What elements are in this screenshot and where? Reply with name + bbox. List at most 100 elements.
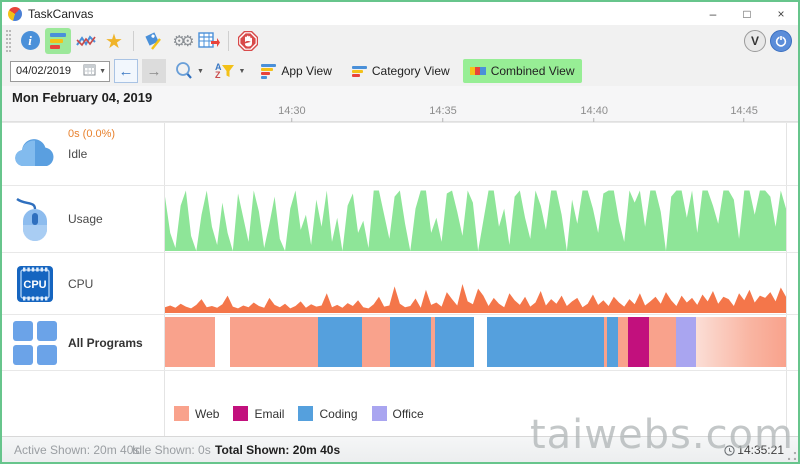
app-view-label: App View	[281, 64, 332, 78]
forward-arrow-icon: →	[146, 62, 162, 80]
tags-button[interactable]	[140, 28, 166, 54]
tag-edit-icon	[145, 31, 161, 50]
date-header: Mon February 04, 2019 14:30 14:35 14:40 14:…	[2, 86, 798, 122]
gears-icon: ⚙⚙	[172, 31, 195, 50]
titlebar[interactable]: TaskCanvas – □ ×	[2, 2, 798, 25]
program-segment-email[interactable]	[628, 317, 650, 367]
star-icon: ★	[105, 28, 123, 53]
combined-view-button[interactable]: Combined View	[462, 59, 582, 83]
idle-shown-status: Idle Shown: 0s	[132, 443, 211, 457]
idle-sidebar-cell[interactable]: 0s (0.0%) Idle	[2, 123, 165, 185]
category-view-icon	[351, 65, 367, 77]
timeline-tick-label: 14:40	[580, 105, 608, 117]
category-view-button[interactable]: Category View	[345, 59, 457, 83]
programs-chart-area[interactable]	[165, 315, 787, 370]
row-cpu[interactable]: CPU CPU	[2, 252, 798, 314]
program-segment-coding[interactable]	[389, 317, 431, 367]
sort-dropdown-caret-icon[interactable]: ▼	[238, 67, 246, 75]
app-logo-pie-icon	[8, 6, 22, 21]
usage-sidebar-cell[interactable]: Usage	[2, 186, 165, 252]
legend-swatch-email	[233, 406, 249, 421]
search-dropdown-caret-icon[interactable]: ▼	[197, 67, 204, 75]
legend-swatch-office	[371, 406, 387, 421]
legend-item-email: Email	[233, 406, 284, 421]
program-segment-web[interactable]	[618, 317, 629, 367]
toolbar-separator	[228, 30, 229, 51]
status-bar: Active Shown: 20m 40s Idle Shown: 0s Tot…	[2, 436, 798, 462]
usage-chart-area[interactable]	[165, 186, 787, 252]
resize-grip[interactable]	[788, 452, 796, 460]
back-arrow-icon: ←	[118, 62, 134, 80]
clock-value: 14:35:21	[737, 443, 784, 457]
program-segment-web[interactable]	[649, 317, 677, 367]
program-segment-web[interactable]	[362, 317, 390, 367]
previous-day-button[interactable]: ←	[114, 59, 138, 83]
search-button[interactable]: ▼	[174, 61, 207, 81]
maximize-button[interactable]: □	[743, 6, 751, 21]
app-view-button[interactable]: App View	[254, 59, 338, 83]
favorites-button[interactable]: ★	[101, 28, 127, 54]
next-day-button[interactable]: →	[142, 59, 166, 83]
program-segment-office[interactable]	[676, 317, 696, 367]
program-segment-coding[interactable]	[317, 317, 363, 367]
row-usage[interactable]: Usage	[2, 185, 798, 252]
timeline-tick-mark	[291, 118, 293, 122]
cpu-sidebar-cell[interactable]: CPU CPU	[2, 253, 165, 314]
timeline-tick-mark	[442, 118, 444, 122]
legend-item-coding: Coding	[298, 406, 358, 421]
row-idle[interactable]: 0s (0.0%) Idle	[2, 122, 798, 185]
program-segment-web[interactable]	[604, 317, 608, 367]
cpu-chart-svg	[165, 284, 786, 313]
bar-chart-icon	[50, 32, 66, 49]
bar-view-button[interactable]	[45, 27, 71, 54]
idle-chart-area[interactable]	[165, 123, 787, 185]
program-segment-coding[interactable]	[607, 317, 619, 367]
legend-swatch-web	[174, 406, 189, 421]
idle-duration-badge: 0s (0.0%)	[68, 128, 116, 140]
timeline-tick-mark	[593, 118, 595, 122]
usage-row-label: Usage	[68, 212, 103, 226]
category-legend: Web Email Coding Office	[174, 406, 438, 421]
program-segment-web[interactable]	[165, 317, 215, 367]
usage-chart-svg	[165, 190, 786, 251]
check-updates-button[interactable]: V	[744, 29, 766, 52]
program-segment-web[interactable]	[430, 317, 435, 367]
current-time-status: 14:35:21	[724, 443, 784, 457]
category-view-label: Category View	[371, 64, 450, 78]
legend-item-web: Web	[174, 406, 219, 421]
cpu-row-label: CPU	[68, 276, 94, 291]
all-programs-icon	[11, 319, 59, 367]
legend-label: Coding	[319, 406, 358, 421]
date-input[interactable]: 04/02/2019 ▼	[10, 60, 110, 82]
app-view-icon	[261, 63, 277, 79]
programs-timeline-bar	[165, 317, 786, 367]
row-empty	[2, 370, 798, 437]
cpu-chart-area[interactable]	[165, 253, 787, 314]
minimize-button[interactable]: –	[709, 6, 717, 21]
line-view-button[interactable]	[73, 28, 99, 54]
timeline-tick-label: 14:30	[278, 105, 306, 117]
info-icon: i	[20, 31, 40, 50]
export-table-button[interactable]	[196, 28, 222, 54]
svg-text:CPU: CPU	[23, 279, 46, 291]
power-button[interactable]	[770, 29, 792, 52]
all-programs-sidebar-cell[interactable]: All Programs	[2, 315, 165, 370]
stop-tracking-button[interactable]	[235, 28, 261, 54]
program-segment-web[interactable]	[695, 317, 786, 367]
info-button[interactable]: i	[17, 28, 43, 54]
power-icon	[775, 35, 787, 47]
program-segment-coding[interactable]	[434, 317, 474, 367]
toolbar-grip[interactable]	[6, 29, 11, 52]
program-segment-web[interactable]	[230, 317, 318, 367]
program-segment-coding[interactable]	[487, 317, 605, 367]
date-dropdown-caret-icon[interactable]: ▼	[99, 67, 106, 75]
close-button[interactable]: ×	[777, 6, 785, 21]
timeline-tick: 14:30	[278, 105, 306, 122]
empty-chart-area	[165, 371, 787, 437]
settings-button[interactable]: ⚙⚙	[168, 28, 195, 54]
current-date-label: Mon February 04, 2019	[12, 90, 153, 105]
row-all-programs[interactable]: All Programs	[2, 314, 798, 370]
